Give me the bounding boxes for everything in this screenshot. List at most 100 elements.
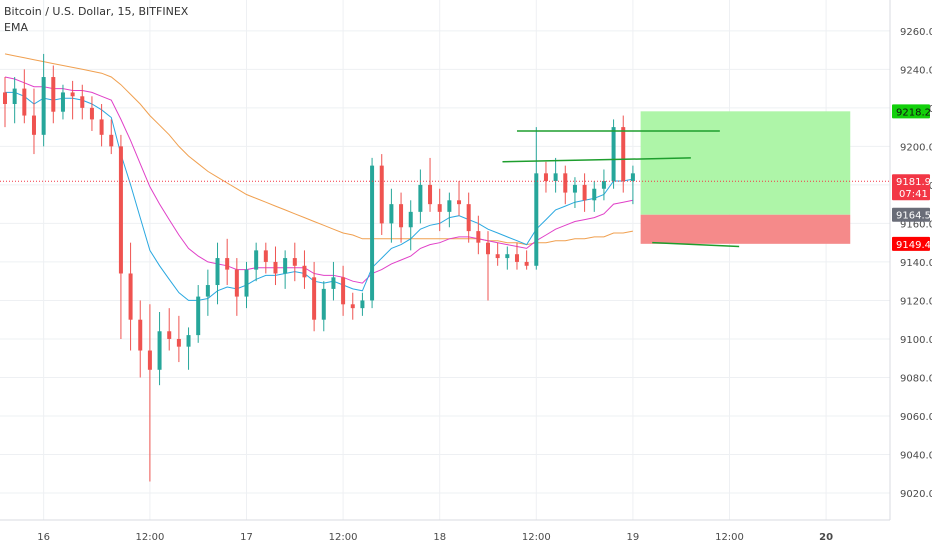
- price-badge-label: 9218.2: [896, 107, 931, 118]
- y-tick-label: 9140.0: [900, 258, 932, 269]
- candle-body: [31, 115, 36, 135]
- candle: [273, 246, 278, 286]
- candle: [437, 188, 442, 232]
- candle-body: [582, 184, 587, 201]
- candle-body: [447, 200, 452, 212]
- position-zones[interactable]: [640, 111, 851, 244]
- candle-body: [138, 319, 143, 351]
- candle: [379, 154, 384, 235]
- candle: [292, 242, 297, 282]
- price-badge-label: 9149.4: [896, 240, 931, 251]
- candle: [89, 96, 94, 131]
- candle: [70, 80, 75, 120]
- candle-body: [370, 165, 375, 301]
- chart-legend: Bitcoin / U.S. Dollar, 15, BITFINEX EMA: [4, 4, 188, 36]
- candle-body: [553, 173, 558, 182]
- ema-lines: [4, 53, 633, 301]
- candle-body: [543, 173, 548, 182]
- candle: [99, 104, 104, 147]
- candle-body: [205, 285, 210, 297]
- stop-loss-zone: [640, 214, 851, 244]
- candle: [244, 261, 249, 309]
- candle-body: [147, 350, 152, 370]
- candle: [31, 88, 36, 155]
- candle: [225, 238, 230, 286]
- trendline: [502, 157, 691, 163]
- candle: [399, 192, 404, 243]
- candle: [524, 250, 529, 270]
- candle: [51, 65, 56, 124]
- candle-body: [215, 258, 220, 286]
- candle-body: [457, 200, 462, 205]
- candle: [109, 119, 114, 155]
- candle: [176, 315, 181, 363]
- candle-body: [3, 92, 7, 104]
- candle: [582, 173, 587, 212]
- candle: [60, 84, 65, 120]
- candle-body: [196, 296, 201, 336]
- candle-body: [331, 277, 336, 289]
- candle: [621, 115, 626, 193]
- y-tick-label: 9200.0: [900, 142, 932, 153]
- candle-body: [524, 261, 529, 266]
- candle: [408, 200, 413, 251]
- candle: [215, 242, 220, 305]
- candle-body: [234, 269, 239, 297]
- candle: [312, 261, 317, 332]
- candle-body: [437, 204, 442, 212]
- price-badge-label: 9164.5: [896, 211, 931, 222]
- candle-body: [41, 77, 46, 135]
- candle: [457, 181, 462, 216]
- y-tick-label: 9040.0: [900, 451, 932, 462]
- candle-body: [292, 258, 297, 266]
- trendlines[interactable]: [502, 130, 740, 248]
- price-badge-bg: [892, 207, 930, 222]
- candle: [254, 242, 259, 282]
- candle: [186, 327, 191, 370]
- candle-body: [534, 173, 539, 266]
- candle-body: [360, 300, 365, 309]
- y-tick-label: 9080.0: [900, 373, 932, 384]
- time-axis: [0, 520, 932, 550]
- candle-body: [312, 277, 317, 320]
- candle: [534, 127, 539, 270]
- y-tick-label: 9260.0: [900, 27, 932, 38]
- candle-body: [51, 77, 56, 112]
- candle: [263, 242, 268, 274]
- candle-body: [408, 211, 413, 228]
- candle-body: [70, 92, 75, 97]
- candle: [543, 161, 548, 193]
- y-tick-label: 9240.0: [900, 65, 932, 76]
- candle: [601, 169, 606, 201]
- candle: [3, 77, 7, 128]
- candle: [505, 246, 510, 270]
- candle-body: [60, 92, 65, 112]
- candle: [428, 157, 433, 212]
- candle-body: [592, 188, 597, 201]
- y-tick-label: 9020.0: [900, 489, 932, 500]
- indicator-label: EMA: [4, 21, 28, 34]
- candle-body: [486, 242, 490, 255]
- candle-body: [418, 184, 423, 212]
- candle: [234, 258, 239, 316]
- candle: [486, 231, 490, 301]
- candle-body: [244, 269, 249, 297]
- price-badge-bg: [892, 236, 930, 251]
- candle-body: [505, 254, 510, 259]
- trendline: [652, 241, 740, 248]
- candle: [370, 157, 375, 309]
- candle-body: [225, 258, 230, 270]
- x-tick-label: 12:00: [715, 532, 744, 543]
- candle-body: [254, 250, 259, 270]
- candle: [205, 269, 210, 316]
- candle-body: [302, 265, 307, 278]
- candle-body: [109, 134, 114, 147]
- profit-target-zone: [640, 111, 851, 215]
- candle-body: [283, 258, 288, 274]
- candle-body: [89, 107, 94, 120]
- candle-body: [572, 184, 577, 193]
- candle: [592, 181, 597, 212]
- candle: [495, 242, 500, 266]
